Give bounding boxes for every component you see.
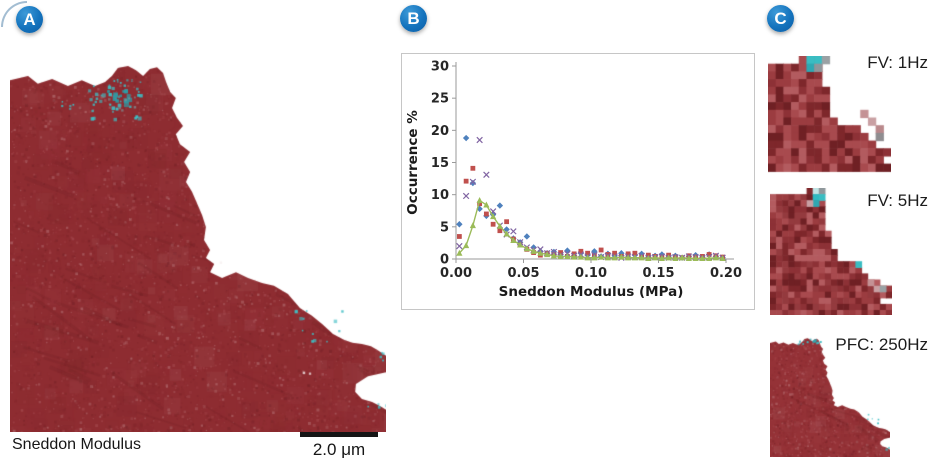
svg-text:0.00: 0.00 xyxy=(440,266,472,281)
scale-bar-label: 2.0 μm xyxy=(312,440,366,459)
panel-a-badge: A xyxy=(16,6,43,33)
occurrence-histogram-chart: 0 5 10 15 20 25 30 0.00 0.05 0.10 0.15 0.20 Sneddon … xyxy=(405,60,742,301)
panel-b-badge: B xyxy=(400,5,427,32)
thumb-label-fv-1hz: FV: 1Hz xyxy=(867,53,928,72)
thumb-label-fv-5hz: FV: 5Hz xyxy=(867,191,928,210)
panel-b-chart: 0 5 10 15 20 25 30 0.00 0.05 0.10 0.15 0.20 Sneddon … xyxy=(401,53,755,310)
svg-text:0.05: 0.05 xyxy=(507,266,539,281)
svg-text:10: 10 xyxy=(431,188,449,203)
thumb-label-pfc-250hz: PFC: 250Hz xyxy=(835,335,928,354)
afm-thumb-pfc-250hz xyxy=(770,337,890,457)
svg-text:Sneddon Modulus (MPa): Sneddon Modulus (MPa) xyxy=(499,284,684,300)
svg-text:15: 15 xyxy=(431,156,449,171)
panel-a: Sneddon Modulus 2.0 μm xyxy=(10,62,386,462)
afm-image-sneddon-modulus xyxy=(10,62,386,432)
svg-text:20: 20 xyxy=(431,124,449,139)
svg-text:30: 30 xyxy=(431,60,449,75)
svg-text:25: 25 xyxy=(431,92,449,107)
panel-a-caption: Sneddon Modulus xyxy=(12,436,141,453)
svg-text:5: 5 xyxy=(440,220,449,235)
svg-text:Occurrence %: Occurrence % xyxy=(405,110,421,215)
svg-text:0.10: 0.10 xyxy=(575,266,607,281)
afm-thumb-fv-1hz xyxy=(768,56,891,173)
afm-thumb-fv-5hz xyxy=(770,188,892,315)
panel-c-badge: C xyxy=(767,5,794,32)
svg-text:0.20: 0.20 xyxy=(710,266,742,281)
svg-text:0.15: 0.15 xyxy=(642,266,674,281)
scale-bar xyxy=(300,432,378,437)
svg-text:0: 0 xyxy=(440,253,449,268)
